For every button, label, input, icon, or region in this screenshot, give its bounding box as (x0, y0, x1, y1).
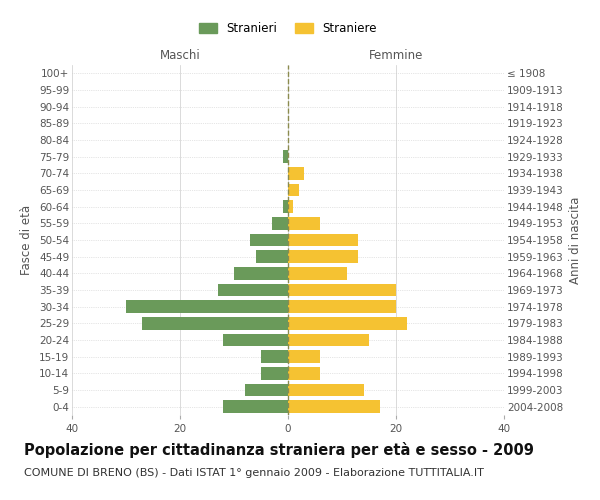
Bar (245, 384, 288, 396)
Bar (272, 217, 288, 230)
Bar (288, 284, 396, 296)
Bar (223, 400, 288, 413)
Bar (288, 234, 358, 246)
Bar (288, 317, 407, 330)
Bar (250, 234, 288, 246)
Bar (288, 384, 364, 396)
Bar (288, 217, 320, 230)
Bar (142, 317, 288, 330)
Text: Popolazione per cittadinanza straniera per età e sesso - 2009: Popolazione per cittadinanza straniera p… (24, 442, 534, 458)
Bar (218, 284, 288, 296)
Bar (288, 167, 304, 179)
Bar (126, 300, 288, 313)
Bar (288, 367, 320, 380)
Bar (283, 150, 288, 163)
Bar (288, 250, 358, 263)
Bar (283, 200, 288, 213)
Y-axis label: Fasce di età: Fasce di età (20, 205, 34, 275)
Text: Maschi: Maschi (160, 48, 200, 62)
Bar (288, 334, 369, 346)
Bar (288, 400, 380, 413)
Bar (288, 200, 293, 213)
Text: Femmine: Femmine (369, 48, 423, 62)
Bar (288, 350, 320, 363)
Bar (288, 300, 396, 313)
Y-axis label: Anni di nascita: Anni di nascita (569, 196, 582, 284)
Text: COMUNE DI BRENO (BS) - Dati ISTAT 1° gennaio 2009 - Elaborazione TUTTITALIA.IT: COMUNE DI BRENO (BS) - Dati ISTAT 1° gen… (24, 468, 484, 477)
Bar (234, 267, 288, 280)
Bar (261, 350, 288, 363)
Bar (223, 334, 288, 346)
Legend: Stranieri, Straniere: Stranieri, Straniere (199, 22, 377, 35)
Bar (288, 267, 347, 280)
Bar (288, 184, 299, 196)
Bar (261, 367, 288, 380)
Bar (256, 250, 288, 263)
